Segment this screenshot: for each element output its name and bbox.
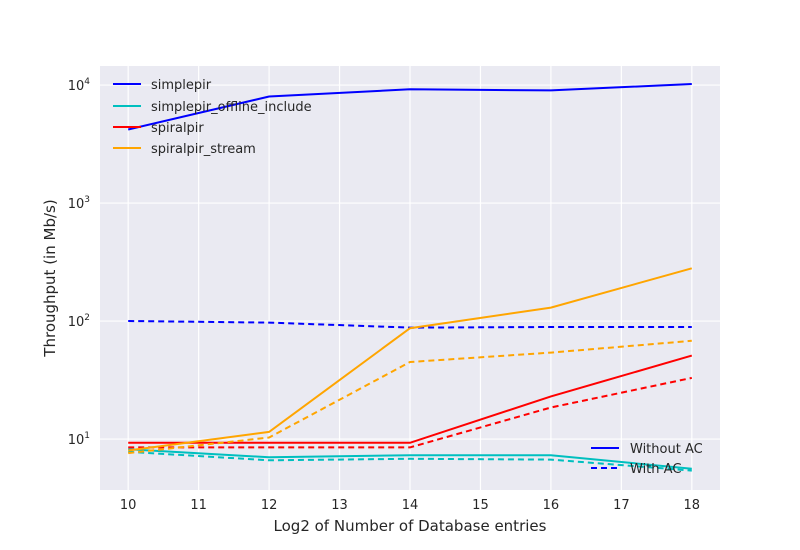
x-tick-label: 10 bbox=[120, 498, 137, 513]
legend-label-spiralpir-stream: spiralpir_stream bbox=[151, 142, 256, 157]
line-simplepir-without-ac bbox=[127, 83, 692, 131]
legend-label-spiralpir: spiralpir bbox=[151, 121, 204, 136]
line-simplepir-offline-include-without-ac bbox=[128, 448, 692, 470]
series-legend: simplepir simplepir_offline_include spir… bbox=[113, 78, 312, 157]
x-axis-label: Log2 of Number of Database entries bbox=[274, 517, 547, 535]
x-tick-label: 17 bbox=[613, 498, 630, 513]
y-tick-label: 104 bbox=[68, 77, 91, 94]
tick-labels: 10 11 12 13 14 15 16 17 18 101 102 103 104 bbox=[68, 77, 700, 513]
line-spiralpir-stream-with-ac bbox=[128, 339, 692, 455]
x-tick-label: 11 bbox=[190, 498, 207, 513]
series-lines bbox=[127, 83, 693, 472]
x-tick-label: 13 bbox=[331, 498, 348, 513]
legend-label-with-ac: With AC bbox=[630, 462, 681, 477]
grid bbox=[100, 66, 720, 490]
legend-label-without-ac: Without AC bbox=[630, 442, 703, 457]
y-tick-label: 102 bbox=[68, 313, 90, 330]
y-tick-label: 103 bbox=[68, 195, 90, 212]
legend-label-simplepir-offline-include: simplepir_offline_include bbox=[151, 100, 312, 115]
x-tick-label: 12 bbox=[261, 498, 278, 513]
x-tick-label: 14 bbox=[402, 498, 419, 513]
line-simplepir-offline-include-with-ac bbox=[128, 450, 692, 472]
style-legend: Without AC With AC bbox=[591, 442, 703, 477]
y-tick-label: 101 bbox=[68, 431, 90, 448]
x-tick-label: 15 bbox=[472, 498, 489, 513]
x-tick-label: 18 bbox=[684, 498, 701, 513]
x-tick-label: 16 bbox=[543, 498, 560, 513]
line-spiralpir-stream-without-ac bbox=[128, 267, 693, 452]
line-spiralpir-with-ac bbox=[128, 376, 693, 449]
legend-label-simplepir: simplepir bbox=[151, 78, 212, 93]
y-axis-label: Throughput (in Mb/s) bbox=[41, 199, 59, 357]
